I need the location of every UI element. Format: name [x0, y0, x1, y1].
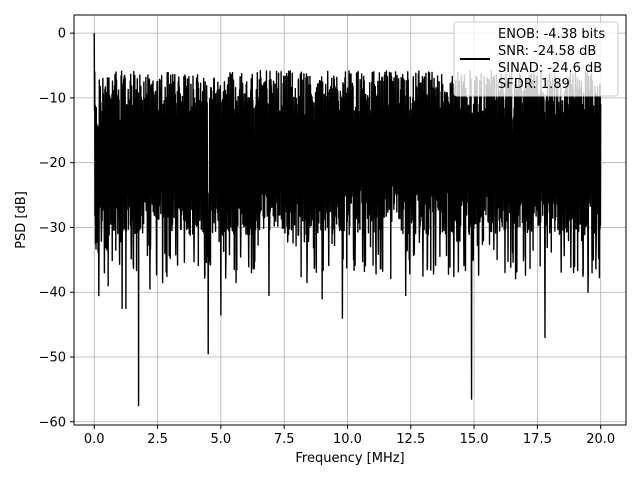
- legend-box: [453, 21, 619, 97]
- y-tick-label: −10: [39, 91, 66, 106]
- x-tick-label: 10.0: [333, 432, 362, 447]
- y-axis-label: PSD [dB]: [14, 191, 29, 249]
- y-tick-label: −30: [39, 221, 66, 236]
- x-tick-label: 2.5: [147, 432, 168, 447]
- y-tick-label: −60: [39, 415, 66, 430]
- y-tick-label: 0: [58, 27, 66, 42]
- x-axis-label: Frequency [MHz]: [295, 451, 404, 466]
- x-tick-label: 20.0: [586, 432, 615, 447]
- y-tick-label: −40: [39, 286, 66, 301]
- psd-series: [93, 33, 602, 407]
- x-tick-label: 12.5: [396, 432, 425, 447]
- y-tick-label: −50: [39, 350, 66, 365]
- y-axis-ticks: 0 −10 −20 −30 −40 −50 −60: [39, 27, 74, 430]
- legend: ENOB: -4.38 bits SNR: -24.58 dB SINAD: -…: [453, 21, 619, 97]
- psd-line: [93, 33, 602, 407]
- plot-frame: [73, 14, 627, 426]
- x-axis-ticks: 0.0 2.5 5.0 7.5 10.0 12.5 15.0 17.5 20.0: [84, 425, 615, 447]
- x-tick-label: 5.0: [211, 432, 232, 447]
- legend-sinad: SINAD: -24.6 dB: [498, 61, 602, 76]
- x-tick-label: 0.0: [84, 432, 105, 447]
- legend-snr: SNR: -24.58 dB: [498, 44, 596, 59]
- legend-sfdr: SFDR: 1.89: [498, 77, 570, 92]
- y-tick-label: −20: [39, 156, 66, 171]
- x-tick-label: 15.0: [460, 432, 489, 447]
- x-tick-label: 17.5: [523, 432, 552, 447]
- legend-enob: ENOB: -4.38 bits: [498, 27, 605, 42]
- x-tick-label: 7.5: [274, 432, 295, 447]
